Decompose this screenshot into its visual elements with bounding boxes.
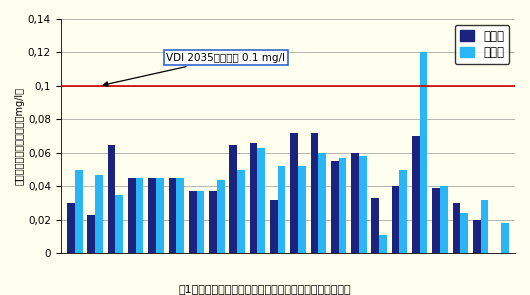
Bar [136,178,144,253]
Bar [453,203,460,253]
Bar [108,145,116,253]
Bar [392,186,400,253]
Bar [217,180,225,253]
Bar [481,200,488,253]
Text: 図1：各種現場での循環水中に含まれる酸素含有量の測定: 図1：各種現場での循環水中に含まれる酸素含有量の測定 [179,284,351,294]
Bar [473,220,481,253]
Bar [128,178,136,253]
Bar [250,143,258,253]
Bar [95,175,103,253]
Bar [237,170,245,253]
Bar [379,235,387,253]
Bar [189,191,197,253]
Bar [298,166,306,253]
Bar [169,178,176,253]
Y-axis label: 水中の酸素含有量（単位：mg/l）: 水中の酸素含有量（単位：mg/l） [15,87,25,185]
Bar [116,195,123,253]
Bar [258,148,265,253]
Bar [290,133,298,253]
Bar [400,170,407,253]
Bar [311,133,318,253]
Bar [331,161,339,253]
Legend: 往き管, 戻り管: 往き管, 戻り管 [455,25,509,64]
Bar [359,156,367,253]
Bar [501,223,508,253]
Bar [318,153,326,253]
Bar [278,166,285,253]
Bar [420,53,427,253]
Bar [270,200,278,253]
Bar [197,191,204,253]
Bar [440,186,448,253]
Bar [156,178,164,253]
Bar [209,191,217,253]
Bar [229,145,237,253]
Bar [67,203,75,253]
Bar [372,198,379,253]
Bar [432,188,440,253]
Bar [339,158,346,253]
Bar [460,213,468,253]
Bar [148,178,156,253]
Bar [412,136,420,253]
Bar [75,170,83,253]
Bar [351,153,359,253]
Bar [87,215,95,253]
Bar [176,178,184,253]
Text: VDI 2035の限界値 0.1 mg/l: VDI 2035の限界値 0.1 mg/l [103,53,285,86]
